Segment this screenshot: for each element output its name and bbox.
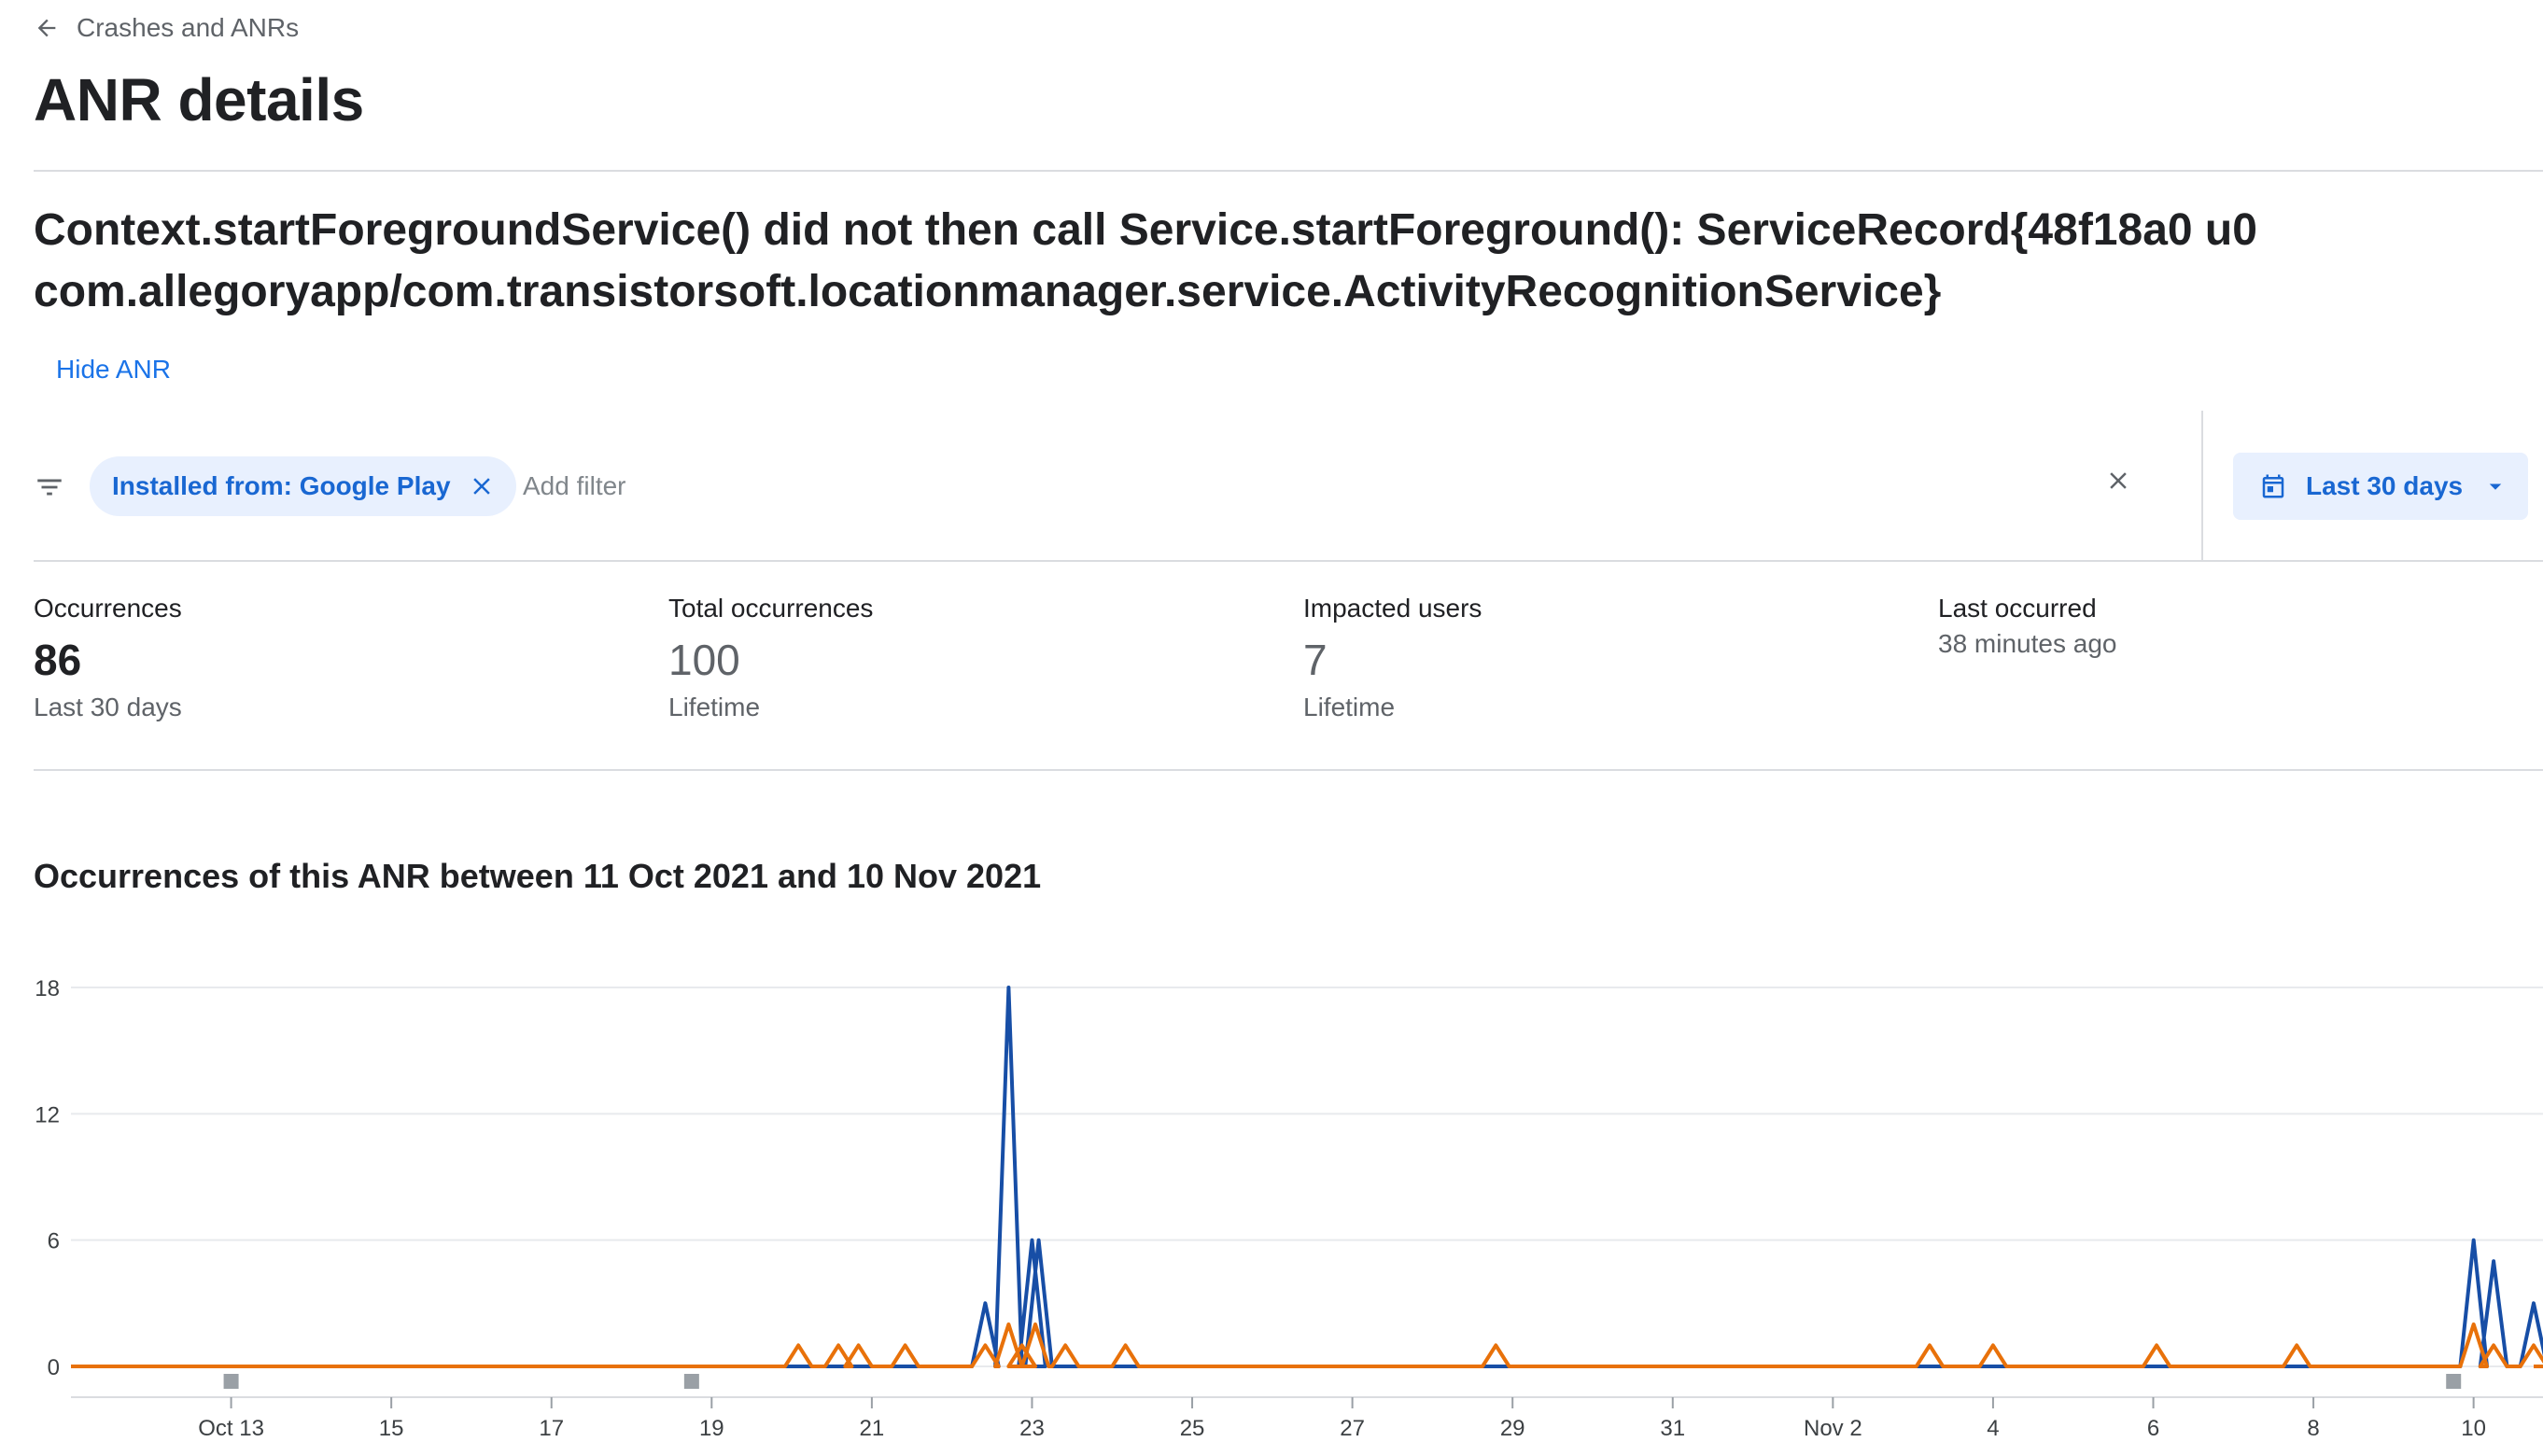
series-line-2	[71, 1322, 2543, 1368]
data-point	[1037, 1239, 1041, 1242]
anr-title-line-2: com.allegoryapp/com.transistorsoft.locat…	[34, 267, 1942, 316]
x-tick-label: 31	[1660, 1416, 1685, 1441]
x-tick-label: 25	[1180, 1416, 1205, 1441]
date-range-button[interactable]: Last 30 days	[2233, 453, 2528, 520]
data-point	[1991, 1343, 1995, 1347]
y-tick-label: 12	[35, 1102, 60, 1127]
filter-chip-installed-from[interactable]: Installed from: Google Play	[90, 456, 516, 516]
x-tick-label: 23	[1019, 1416, 1045, 1441]
data-point	[1124, 1343, 1128, 1347]
stat-total-occurrences: Total occurrences 100 Lifetime	[668, 594, 873, 722]
header-divider	[34, 170, 2543, 172]
x-tick-label: Oct 13	[198, 1416, 264, 1441]
arrow-back-icon	[37, 19, 56, 37]
add-filter-input[interactable]: Add filter	[523, 471, 626, 500]
page-title: ANR details	[34, 66, 364, 133]
stat-period: Last 30 days	[34, 693, 182, 721]
toolbar-divider	[2201, 411, 2203, 562]
data-point	[836, 1343, 840, 1347]
event-marker	[223, 1374, 239, 1389]
x-tick-label: 19	[699, 1416, 724, 1441]
x-tick-label: 15	[379, 1416, 404, 1441]
stat-label: Impacted users	[1303, 594, 1482, 623]
x-tick-label: 4	[1987, 1416, 1999, 1441]
stat-value: 86	[34, 636, 82, 684]
series-line-1	[71, 986, 2543, 1368]
x-tick-label: 8	[2307, 1416, 2319, 1441]
data-point	[1030, 1239, 1033, 1242]
data-point	[2472, 1323, 2476, 1326]
data-point	[796, 1343, 800, 1347]
x-tick-label: 10	[2461, 1416, 2486, 1441]
occurrences-chart: 0 6 12 18 Oct 13 15 17 19 21 23 25 27 29 31 Nov 2 4 6 8 10	[35, 976, 2543, 1441]
chevron-down-icon	[2489, 483, 2502, 490]
data-point	[1006, 986, 1010, 989]
data-point	[1006, 1323, 1010, 1326]
date-range-label: Last 30 days	[2306, 471, 2464, 500]
clear-filters-icon[interactable]	[2104, 467, 2132, 499]
data-point	[2492, 1343, 2495, 1347]
y-tick-label: 6	[48, 1229, 60, 1254]
data-point	[857, 1343, 861, 1347]
data-point	[2472, 1239, 2476, 1242]
filter-chip-label: Installed from: Google Play	[112, 471, 451, 500]
data-point	[1494, 1343, 1497, 1347]
data-point	[1033, 1323, 1037, 1326]
data-point	[983, 1343, 987, 1347]
x-tick-label: 27	[1340, 1416, 1365, 1441]
y-tick-label: 18	[35, 976, 60, 1001]
data-point	[1928, 1343, 1932, 1347]
back-link-label: Crashes and ANRs	[77, 13, 300, 42]
stat-value: 7	[1303, 636, 1328, 684]
x-tick-label: 17	[539, 1416, 564, 1441]
data-point	[904, 1343, 907, 1347]
stat-occurrences: Occurrences 86 Last 30 days	[34, 594, 182, 722]
data-point	[2492, 1259, 2495, 1263]
data-point	[1063, 1343, 1067, 1347]
chart-title: Occurrences of this ANR between 11 Oct 2…	[34, 857, 1042, 895]
stat-value: 38 minutes ago	[1938, 629, 2117, 658]
stat-period: Lifetime	[1303, 693, 1396, 721]
event-marker	[683, 1374, 699, 1389]
data-point	[2532, 1301, 2536, 1305]
back-link[interactable]: Crashes and ANRs	[34, 13, 299, 43]
stat-last-occurred: Last occurred 38 minutes ago	[1938, 594, 2116, 659]
x-tick-label: 21	[860, 1416, 885, 1441]
stat-label: Total occurrences	[668, 594, 874, 623]
data-point	[2295, 1343, 2298, 1347]
x-tick-label: Nov 2	[1804, 1416, 1862, 1441]
data-point	[1020, 1343, 1024, 1347]
y-tick-label: 0	[48, 1355, 60, 1380]
event-marker	[2446, 1374, 2462, 1389]
stat-label: Last occurred	[1938, 594, 2097, 623]
calendar-icon	[2262, 474, 2284, 498]
filter-list-icon[interactable]	[34, 471, 65, 508]
anr-title-line-1: Context.startForegroundService() did not…	[34, 205, 2257, 255]
data-point	[2155, 1343, 2158, 1347]
stat-label: Occurrences	[34, 594, 182, 623]
close-icon[interactable]	[468, 472, 496, 500]
stats-divider	[34, 769, 2543, 771]
data-point	[983, 1301, 987, 1305]
data-point	[2532, 1343, 2536, 1347]
x-tick-label: 6	[2147, 1416, 2159, 1441]
stat-value: 100	[668, 636, 740, 684]
x-tick-label: 29	[1500, 1416, 1525, 1441]
anr-title: Context.startForegroundService() did not…	[34, 200, 2461, 323]
stat-period: Lifetime	[668, 693, 761, 721]
stat-impacted-users: Impacted users 7 Lifetime	[1303, 594, 1482, 722]
hide-anr-button[interactable]: Hide ANR	[56, 355, 171, 384]
filter-divider	[34, 560, 2543, 562]
